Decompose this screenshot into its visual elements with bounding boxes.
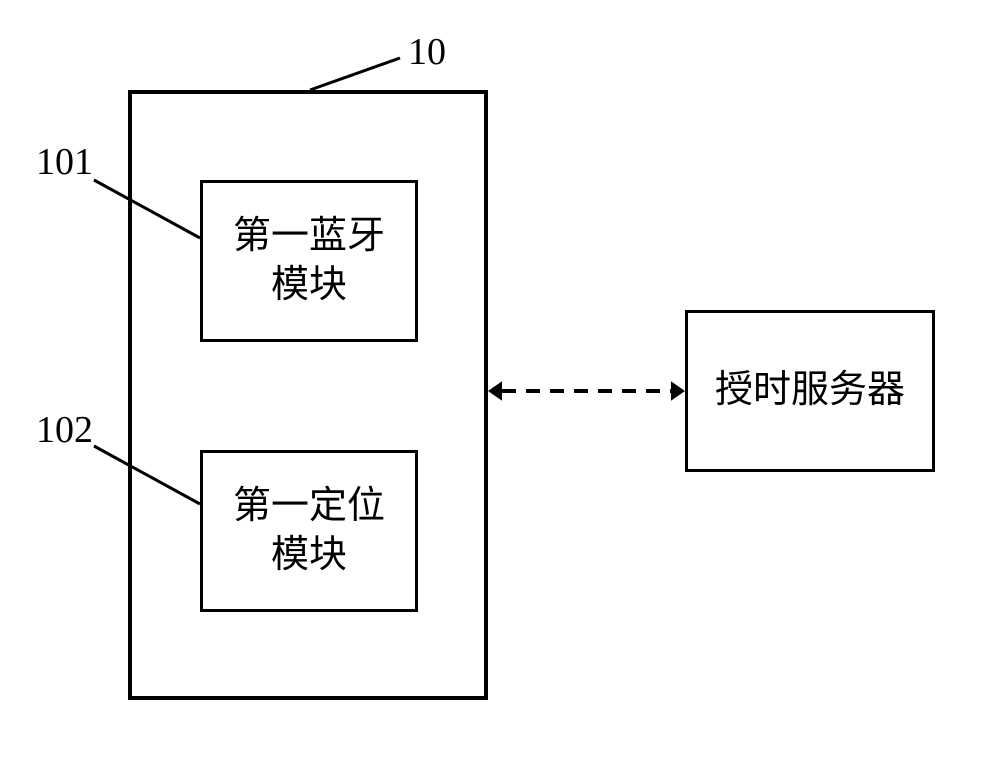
server-block: 授时服务器 — [685, 310, 935, 472]
module-block-102: 第一定位 模块 — [200, 450, 418, 612]
leader-line-101 — [92, 178, 202, 240]
leader-line-10 — [308, 56, 402, 92]
server-text: 授时服务器 — [715, 366, 905, 415]
module-text-line2: 模块 — [271, 534, 347, 576]
module-text-line2: 模块 — [271, 264, 347, 306]
module-label-101: 101 — [36, 140, 93, 184]
module-label-102: 102 — [36, 408, 93, 452]
container-label: 10 — [408, 30, 446, 74]
module-text-line1: 第一蓝牙 — [233, 215, 385, 257]
module-text-line1: 第一定位 — [233, 485, 385, 527]
connection-arrow — [472, 375, 701, 407]
leader-line-102 — [92, 444, 202, 506]
module-block-101: 第一蓝牙 模块 — [200, 180, 418, 342]
